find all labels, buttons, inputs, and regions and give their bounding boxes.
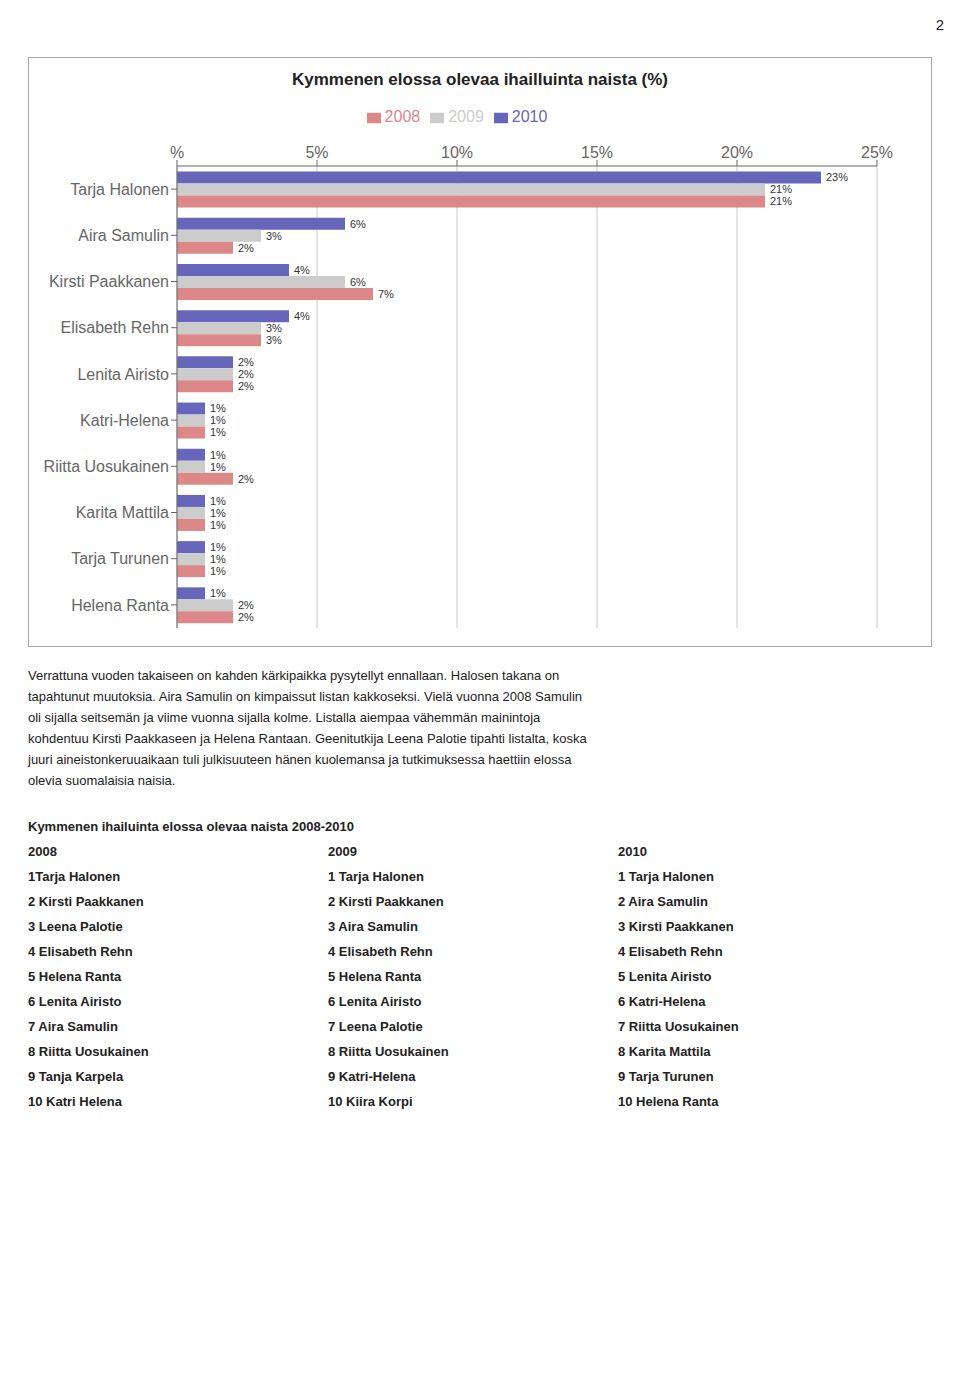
svg-text:Karita Mattila: Karita Mattila: [76, 504, 169, 521]
html-text:9 Tarja Turunen: 9 Tarja Turunen: [618, 1069, 714, 1084]
svg-text:6%: 6%: [350, 276, 366, 288]
svg-text:1%: 1%: [210, 507, 226, 519]
svg-text:Lenita Airisto: Lenita Airisto: [77, 366, 169, 383]
svg-text:1%: 1%: [210, 519, 226, 531]
svg-text:1%: 1%: [210, 565, 226, 577]
html-text:kohdentuu Kirsti Paakkaseen ja: kohdentuu Kirsti Paakkaseen ja Helena Ra…: [28, 731, 587, 746]
svg-text:10%: 10%: [441, 144, 473, 161]
svg-text:Kirsti Paakkanen: Kirsti Paakkanen: [49, 273, 169, 290]
html-text:2 Kirsti Paakkanen: 2 Kirsti Paakkanen: [28, 894, 144, 909]
svg-text:1%: 1%: [210, 402, 226, 414]
html-text:5 Helena Ranta: 5 Helena Ranta: [328, 969, 422, 984]
html-text:5 Helena Ranta: 5 Helena Ranta: [28, 969, 122, 984]
svg-text:15%: 15%: [581, 144, 613, 161]
svg-text:Katri-Helena: Katri-Helena: [80, 412, 169, 429]
svg-text:3%: 3%: [266, 334, 282, 346]
svg-text:5%: 5%: [305, 144, 328, 161]
html-text:2009: 2009: [328, 844, 357, 859]
html-text:1 Tarja Halonen: 1 Tarja Halonen: [618, 869, 714, 884]
html-text:4 Elisabeth Rehn: 4 Elisabeth Rehn: [618, 944, 723, 959]
svg-text:4%: 4%: [294, 264, 310, 276]
html-text:juuri aineistonkeruuaikaan tul: juuri aineistonkeruuaikaan tuli julkisuu…: [28, 752, 572, 767]
html-text:3 Kirsti Paakkanen: 3 Kirsti Paakkanen: [618, 919, 734, 934]
svg-text:Helena Ranta: Helena Ranta: [71, 597, 169, 614]
svg-text:7%: 7%: [378, 288, 394, 300]
svg-text:Tarja Turunen: Tarja Turunen: [71, 550, 169, 567]
svg-text:6%: 6%: [350, 218, 366, 230]
svg-text:21%: 21%: [770, 195, 792, 207]
svg-text:1%: 1%: [210, 414, 226, 426]
svg-text:1%: 1%: [210, 449, 226, 461]
svg-text:Aira Samulin: Aira Samulin: [78, 227, 169, 244]
svg-text:%: %: [170, 144, 184, 161]
svg-text:3%: 3%: [266, 322, 282, 334]
html-text:9 Tanja Karpela: 9 Tanja Karpela: [28, 1069, 124, 1084]
html-text:10 Helena Ranta: 10 Helena Ranta: [618, 1094, 719, 1109]
html-text:10 Kiira Korpi: 10 Kiira Korpi: [328, 1094, 413, 1109]
svg-text:20%: 20%: [721, 144, 753, 161]
html-text:5 Lenita Airisto: 5 Lenita Airisto: [618, 969, 712, 984]
html-text:4 Elisabeth Rehn: 4 Elisabeth Rehn: [28, 944, 133, 959]
svg-text:2%: 2%: [238, 242, 254, 254]
html-text:8 Karita Mattila: 8 Karita Mattila: [618, 1044, 711, 1059]
html-text:3 Leena Palotie: 3 Leena Palotie: [28, 919, 123, 934]
svg-text:1%: 1%: [210, 541, 226, 553]
html-text:9 Katri-Helena: 9 Katri-Helena: [328, 1069, 416, 1084]
svg-text:25%: 25%: [861, 144, 893, 161]
html-text:2010: 2010: [618, 844, 647, 859]
svg-text:4%: 4%: [294, 310, 310, 322]
html-text:7 Leena Palotie: 7 Leena Palotie: [328, 1019, 423, 1034]
html-text:2 Kirsti Paakkanen: 2 Kirsti Paakkanen: [328, 894, 444, 909]
svg-text:Riitta Uosukainen: Riitta Uosukainen: [44, 458, 169, 475]
html-text:Kymmenen elossa olevaa ihaillu: Kymmenen elossa olevaa ihailluinta naist…: [292, 70, 668, 89]
html-text:7 Aira Samulin: 7 Aira Samulin: [28, 1019, 118, 1034]
svg-text:21%: 21%: [770, 183, 792, 195]
svg-text:1%: 1%: [210, 461, 226, 473]
svg-text:3%: 3%: [266, 230, 282, 242]
html-text:8 Riitta Uosukainen: 8 Riitta Uosukainen: [28, 1044, 149, 1059]
svg-text:Elisabeth Rehn: Elisabeth Rehn: [60, 319, 169, 336]
svg-text:2%: 2%: [238, 368, 254, 380]
html-text:2010: 2010: [511, 108, 548, 125]
svg-text:1%: 1%: [210, 553, 226, 565]
html-text:7 Riitta Uosukainen: 7 Riitta Uosukainen: [618, 1019, 739, 1034]
svg-text:2%: 2%: [238, 356, 254, 368]
html-text:3 Aira Samulin: 3 Aira Samulin: [328, 919, 418, 934]
html-text:1 Tarja Halonen: 1 Tarja Halonen: [328, 869, 424, 884]
svg-text:1%: 1%: [210, 587, 226, 599]
html-text:6 Lenita Airisto: 6 Lenita Airisto: [28, 994, 122, 1009]
html-text:Verrattuna vuoden takaiseen on: Verrattuna vuoden takaiseen on kahden kä…: [28, 668, 560, 683]
svg-text:2%: 2%: [238, 599, 254, 611]
html-text:2008: 2008: [28, 844, 57, 859]
svg-text:Tarja Halonen: Tarja Halonen: [70, 181, 169, 198]
html-text:8 Riitta Uosukainen: 8 Riitta Uosukainen: [328, 1044, 449, 1059]
svg-text:1%: 1%: [210, 426, 226, 438]
html-text:6 Lenita Airisto: 6 Lenita Airisto: [328, 994, 422, 1009]
html-text:6 Katri-Helena: 6 Katri-Helena: [618, 994, 706, 1009]
html-text:Kymmenen ihailuinta elossa ole: Kymmenen ihailuinta elossa olevaa naista…: [28, 819, 354, 834]
html-text:olevia suomalaisia naisia.: olevia suomalaisia naisia.: [28, 773, 176, 788]
html-text:2009: 2009: [448, 108, 484, 125]
svg-text:23%: 23%: [826, 171, 848, 183]
html-text:1Tarja Halonen: 1Tarja Halonen: [28, 869, 121, 884]
html-text:2 Aira Samulin: 2 Aira Samulin: [618, 894, 708, 909]
svg-text:2%: 2%: [238, 473, 254, 485]
html-text:oli sijalla seitsemän ja viime: oli sijalla seitsemän ja viime vuonna si…: [28, 710, 541, 725]
html-text:4 Elisabeth Rehn: 4 Elisabeth Rehn: [328, 944, 433, 959]
html-text:10 Katri Helena: 10 Katri Helena: [28, 1094, 122, 1109]
svg-text:1%: 1%: [210, 495, 226, 507]
html-text:tapahtunut muutoksia. Aira Sam: tapahtunut muutoksia. Aira Samulin on ki…: [28, 689, 582, 704]
html-text:2008: 2008: [384, 108, 421, 125]
svg-text:2%: 2%: [238, 611, 254, 623]
svg-text:2%: 2%: [238, 380, 254, 392]
html-text:2: 2: [935, 16, 944, 33]
